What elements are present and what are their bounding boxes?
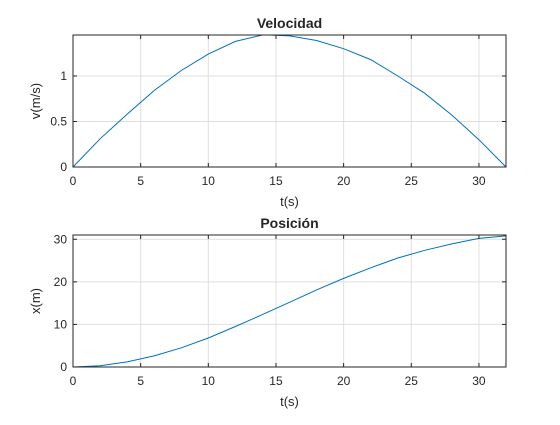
y-axis-label: x(m)	[28, 288, 43, 314]
x-tick-label: 20	[337, 374, 351, 388]
x-axis-label: t(s)	[280, 194, 299, 209]
y-tick-label: 0	[60, 160, 67, 174]
x-tick-label: 15	[269, 374, 283, 388]
x-tick-label: 30	[472, 174, 486, 188]
y-tick-label: 0.5	[50, 114, 67, 128]
data-line	[72, 235, 507, 368]
y-tick-label: 10	[54, 317, 68, 331]
x-tick-label: 5	[137, 374, 144, 388]
x-tick-label: 25	[405, 374, 419, 388]
plot-panel-1: 0 5 10 15 20 25 30 0 0.5 1 Velocidad t(s) v(m/s)	[28, 15, 507, 209]
x-axis-label: t(s)	[280, 394, 299, 409]
x-tick-label: 10	[202, 374, 216, 388]
x-tick-label: 0	[70, 374, 77, 388]
x-tick-label: 20	[337, 174, 351, 188]
x-tick-label: 5	[137, 174, 144, 188]
y-axis-label: v(m/s)	[28, 83, 43, 119]
axes-box	[72, 34, 507, 168]
x-tick-label: 25	[405, 174, 419, 188]
plot-area	[73, 235, 506, 367]
y-tick-label: 30	[54, 232, 68, 246]
y-tick-label: 1	[60, 69, 67, 83]
x-tick-label: 10	[202, 174, 216, 188]
x-tick-label: 0	[70, 174, 77, 188]
plot-area	[73, 35, 506, 167]
x-tick-label: 15	[269, 174, 283, 188]
chart-title: Velocidad	[257, 15, 322, 31]
x-tick-label: 30	[472, 374, 486, 388]
y-tick-label: 20	[54, 275, 68, 289]
y-tick-label: 0	[60, 360, 67, 374]
axes-box	[72, 234, 507, 368]
plot-panel-2: 0 5 10 15 20 25 30 0 10 20 30 Posición t(s) x(m)	[28, 215, 507, 409]
chart-title: Posición	[260, 215, 318, 231]
